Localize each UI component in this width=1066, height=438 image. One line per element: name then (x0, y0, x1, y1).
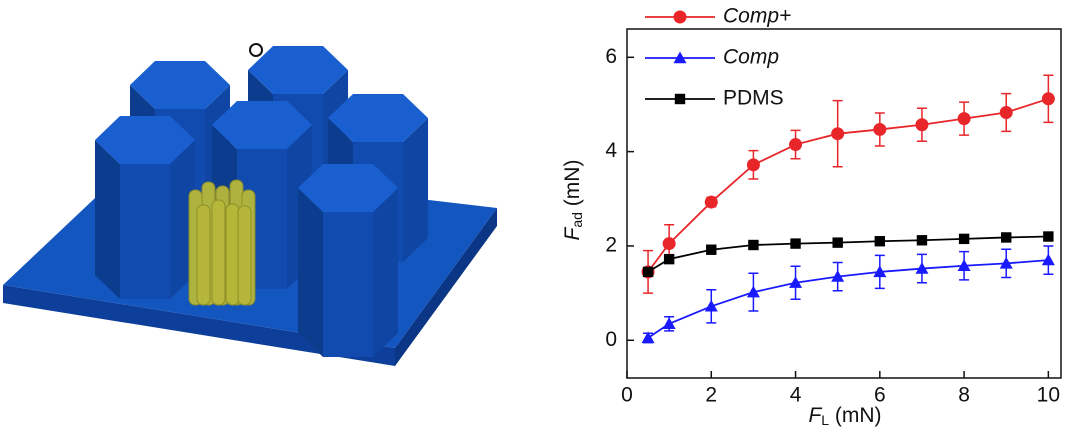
point (789, 138, 802, 151)
axis-unit: (mN) (561, 160, 584, 207)
pillar (197, 205, 210, 305)
y-tick-label: 0 (605, 328, 617, 351)
point (643, 267, 653, 277)
point (790, 238, 800, 248)
point (663, 237, 676, 250)
point (706, 245, 716, 255)
illustration (3, 44, 497, 366)
pillar (226, 204, 239, 305)
prism-right (373, 188, 398, 357)
x-tick-label: 0 (621, 384, 633, 407)
y-tick-label: 6 (605, 45, 617, 68)
axis-subscript: L (821, 412, 829, 428)
x-tick-label: 10 (1037, 384, 1060, 407)
point (917, 235, 927, 245)
point (663, 317, 676, 329)
pillar (238, 206, 251, 305)
axis-unit: (mN) (835, 404, 882, 427)
x-tick-label: 8 (958, 384, 970, 407)
plot-frame (627, 29, 1061, 378)
point (831, 127, 844, 140)
legend-label: Comp+ (723, 5, 791, 28)
prism-left (95, 140, 120, 299)
prism-front (120, 164, 170, 299)
y-tick-label: 2 (605, 233, 617, 256)
point (747, 158, 760, 171)
prism-right (403, 118, 428, 262)
point (748, 240, 758, 250)
point (1000, 106, 1013, 119)
y-label: Fad (mN) (561, 160, 585, 241)
figure: 02468100246FL (mN)Fad (mN)Comp+CompPDMS (0, 0, 1066, 438)
point (1042, 254, 1055, 266)
x-tick-label: 2 (705, 384, 717, 407)
prism-front (323, 212, 373, 357)
legend-label: PDMS (723, 87, 784, 110)
point (875, 236, 885, 246)
x-tick-label: 4 (790, 384, 802, 407)
point (1042, 92, 1055, 105)
point (1001, 232, 1011, 242)
point (664, 254, 674, 264)
point (1043, 231, 1053, 241)
point (959, 234, 969, 244)
axis-subscript: ad (569, 212, 585, 228)
legend-label: Comp (723, 46, 779, 69)
point (832, 237, 842, 247)
x-label: FL (mN) (808, 404, 881, 428)
point (675, 94, 685, 104)
pillar (212, 200, 225, 305)
point (674, 11, 687, 24)
prism-left (298, 188, 323, 357)
point (958, 112, 971, 125)
series-line (648, 260, 1048, 338)
point (915, 118, 928, 131)
point (873, 123, 886, 136)
point (705, 196, 718, 209)
marker-dot (250, 44, 262, 56)
y-tick-label: 4 (605, 139, 617, 162)
